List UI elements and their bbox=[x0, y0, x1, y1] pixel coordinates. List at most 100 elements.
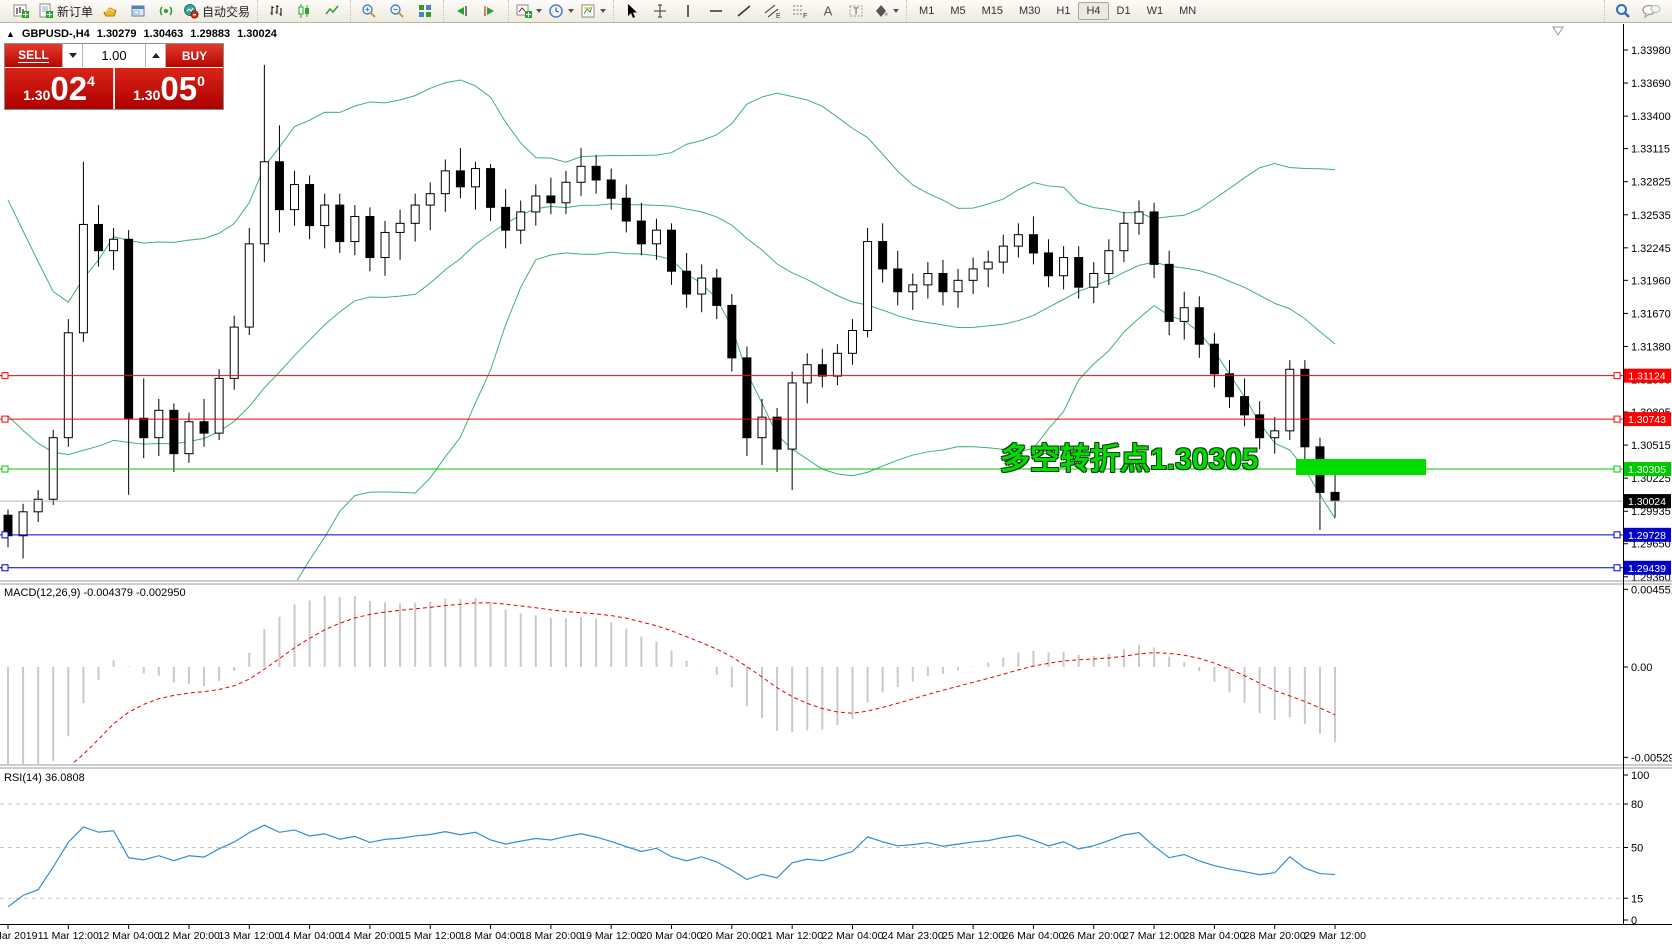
macd-axis-label: 0.004551 bbox=[1631, 584, 1672, 596]
fibonacci-button[interactable]: F bbox=[786, 1, 814, 21]
metaeditor-icon bbox=[103, 7, 117, 17]
crosshair-button[interactable] bbox=[646, 1, 674, 21]
volume-input[interactable]: 1.00 bbox=[83, 44, 145, 67]
candlestick-chart-button[interactable] bbox=[290, 1, 318, 21]
line-anchor[interactable] bbox=[1613, 531, 1621, 539]
price-axis-label: 1.32825 bbox=[1631, 177, 1671, 189]
buy-button[interactable]: BUY bbox=[166, 44, 223, 67]
line-anchor[interactable] bbox=[1613, 564, 1621, 572]
quote-open: 1.30279 bbox=[96, 28, 137, 40]
line-anchor[interactable] bbox=[1, 531, 9, 539]
search-icon bbox=[1616, 4, 1630, 18]
line-chart-icon bbox=[325, 5, 339, 15]
timeframe-mn[interactable]: MN bbox=[1179, 5, 1197, 17]
tile-windows-button[interactable] bbox=[411, 1, 439, 21]
rsi-axis-label: 80 bbox=[1631, 799, 1643, 811]
cursor-button[interactable] bbox=[618, 1, 646, 21]
sell-button[interactable]: SELL bbox=[5, 44, 62, 67]
timeframe-h1[interactable]: H1 bbox=[1056, 5, 1071, 17]
svg-text:T: T bbox=[853, 7, 859, 18]
time-axis-label: 26 Mar 20:00 bbox=[1063, 930, 1125, 942]
line-chart-button[interactable] bbox=[318, 1, 346, 21]
time-axis-label: 28 Mar 20:00 bbox=[1244, 930, 1306, 942]
toolbar: 新订单 自动交易 bbox=[0, 0, 1672, 23]
chat-button[interactable] bbox=[1637, 1, 1665, 21]
price-badge-label: 1.30024 bbox=[1628, 496, 1666, 508]
horizontal-line-button[interactable] bbox=[702, 1, 730, 21]
timeframe-w1[interactable]: W1 bbox=[1146, 5, 1164, 17]
volume-decrease-button[interactable] bbox=[62, 44, 83, 67]
search-button[interactable] bbox=[1609, 1, 1637, 21]
sell-price[interactable]: 1.30 02 4 bbox=[5, 68, 114, 109]
metaeditor-button[interactable] bbox=[96, 1, 124, 21]
templates-icon bbox=[581, 4, 595, 18]
trendline-button[interactable] bbox=[730, 1, 758, 21]
line-anchor[interactable] bbox=[1, 465, 9, 473]
shapes-dropdown-caret[interactable] bbox=[893, 9, 900, 13]
chat-icon bbox=[1642, 4, 1661, 19]
terminal-button[interactable] bbox=[124, 1, 152, 21]
svg-text:A: A bbox=[824, 4, 833, 19]
spinner-up-icon bbox=[151, 53, 160, 58]
shapes-button[interactable] bbox=[870, 1, 902, 21]
line-anchor[interactable] bbox=[1, 415, 9, 423]
rsi-axis-label: 50 bbox=[1631, 843, 1643, 855]
autotrading-button[interactable]: 自动交易 bbox=[180, 1, 253, 21]
time-axis-label: 19 Mar 12:00 bbox=[580, 930, 642, 942]
rsi-axis-label: 100 bbox=[1631, 770, 1649, 782]
text-button[interactable]: A bbox=[814, 1, 842, 21]
trendline-icon bbox=[737, 5, 751, 17]
indicators-button[interactable] bbox=[513, 1, 545, 21]
indicators-dropdown-caret[interactable] bbox=[536, 9, 543, 13]
periods-dropdown-caret[interactable] bbox=[568, 9, 575, 13]
bar-chart-icon bbox=[270, 5, 282, 16]
timeframe-m30[interactable]: M30 bbox=[1019, 5, 1041, 17]
price-axis-label: 1.33980 bbox=[1631, 45, 1671, 57]
line-anchor[interactable] bbox=[1613, 415, 1621, 423]
line-anchor[interactable] bbox=[1, 372, 9, 380]
signals-button[interactable] bbox=[152, 1, 180, 21]
tile-windows-icon bbox=[419, 5, 432, 17]
bar-chart-button[interactable] bbox=[262, 1, 290, 21]
line-anchor[interactable] bbox=[1613, 372, 1621, 380]
quote-high: 1.30463 bbox=[143, 28, 184, 40]
timeframe-h4[interactable]: H4 bbox=[1078, 2, 1109, 20]
new-chart-button[interactable] bbox=[7, 1, 35, 21]
symbol-collapse-icon[interactable]: ▲ bbox=[6, 29, 15, 39]
channel-button[interactable]: E bbox=[758, 1, 786, 21]
new-order-label: 新订单 bbox=[57, 4, 94, 19]
price-badge bbox=[1624, 494, 1671, 509]
zoom-out-button[interactable] bbox=[383, 1, 411, 21]
timeframe-group: M1 M5 M15 M30 H1 H4 D1 W1 MN bbox=[906, 0, 1208, 22]
new-chart-icon bbox=[13, 4, 29, 18]
chart-shift-button[interactable] bbox=[476, 1, 504, 21]
label-button[interactable]: T bbox=[842, 1, 870, 21]
new-order-button[interactable]: 新订单 bbox=[35, 1, 96, 21]
price-axis-label: 1.31380 bbox=[1631, 341, 1671, 353]
vertical-line-button[interactable] bbox=[674, 1, 702, 21]
templates-dropdown-caret[interactable] bbox=[600, 9, 607, 13]
timeframe-m1[interactable]: M1 bbox=[919, 5, 935, 17]
periods-button[interactable] bbox=[545, 1, 577, 21]
channel-icon: E bbox=[764, 4, 780, 19]
line-anchor[interactable] bbox=[1613, 465, 1621, 473]
time-axis-label: 18 Mar 20:00 bbox=[520, 930, 582, 942]
chart-canvas[interactable]: 1.33980 1.33690 1.33400 1.33115 1.32825 1.325… bbox=[0, 24, 1672, 945]
rsi-plot bbox=[7, 824, 1336, 908]
price-axis-label: 1.33400 bbox=[1631, 111, 1671, 123]
auto-scroll-icon bbox=[457, 6, 467, 16]
chart-shift-marker[interactable] bbox=[1552, 26, 1564, 36]
timeframe-m15[interactable]: M15 bbox=[981, 5, 1003, 17]
timeframe-m5[interactable]: M5 bbox=[950, 5, 966, 17]
auto-scroll-button[interactable] bbox=[448, 1, 476, 21]
timeframe-d1[interactable]: D1 bbox=[1116, 5, 1131, 17]
templates-button[interactable] bbox=[577, 1, 609, 21]
time-axis-label: 15 Mar 12:00 bbox=[399, 930, 461, 942]
buy-price[interactable]: 1.30 05 0 bbox=[115, 68, 223, 109]
volume-increase-button[interactable] bbox=[145, 44, 166, 67]
macd-axis-label: -0.005295 bbox=[1631, 752, 1672, 764]
zoom-in-button[interactable] bbox=[355, 1, 383, 21]
rsi-axis-label: 0 bbox=[1631, 915, 1637, 927]
zoom-out-icon bbox=[390, 4, 404, 18]
line-anchor[interactable] bbox=[1, 564, 9, 572]
